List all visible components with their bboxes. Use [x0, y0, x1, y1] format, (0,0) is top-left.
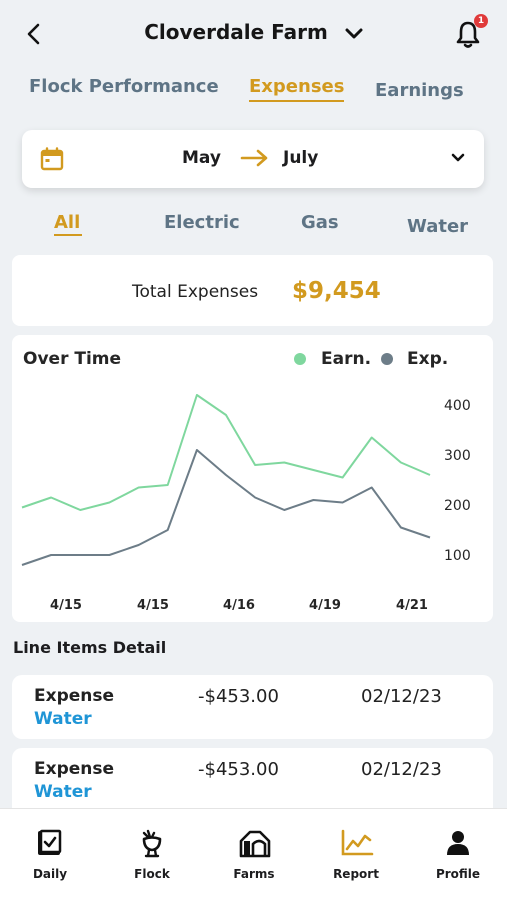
nav-flock[interactable]: Flock [112, 809, 192, 901]
chevron-down-icon [345, 28, 363, 38]
item-amount: -$453.00 [198, 759, 279, 780]
series-line-earnings [21, 394, 431, 511]
nav-label: Profile [435, 867, 481, 881]
item-date: 02/12/23 [361, 759, 442, 780]
bell-icon[interactable] [452, 18, 484, 50]
line-chart: 100 200 300 400 4/15 4/15 4/16 4/19 4/21 [21, 394, 471, 613]
arrow-right-icon [240, 149, 268, 167]
x-tick-label: 4/19 [309, 598, 341, 613]
item-category[interactable]: Water [34, 782, 92, 802]
date-from: May [182, 148, 221, 168]
nav-label: Report [333, 867, 379, 881]
chicken-icon [142, 829, 162, 858]
item-amount: -$453.00 [198, 686, 279, 707]
x-tick-label: 4/15 [137, 598, 169, 613]
legend-expenses-label: Exp. [407, 349, 449, 369]
daily-icon [38, 829, 62, 855]
list-item[interactable]: Expense Water -$453.00 02/12/23 [12, 675, 493, 739]
tab-flock-performance[interactable]: Flock Performance [29, 76, 219, 97]
filter-all[interactable]: All [54, 212, 81, 233]
chart-card: 100 200 300 400 4/15 4/15 4/16 4/19 4/21 Over Ti… [12, 335, 493, 622]
barn-icon [239, 830, 271, 858]
nav-daily[interactable]: Daily [10, 809, 90, 901]
farm-name: Cloverdale Farm [144, 20, 328, 44]
item-category[interactable]: Water [34, 709, 92, 729]
active-filter-underline [54, 234, 82, 236]
item-type: Expense [34, 759, 115, 779]
legend-expenses-dot [381, 353, 393, 365]
item-date: 02/12/23 [361, 686, 442, 707]
tab-earnings[interactable]: Earnings [375, 80, 464, 101]
farm-selector[interactable]: Cloverdale Farm [0, 20, 507, 44]
y-tick-label: 400 [444, 398, 471, 414]
chevron-down-icon [451, 153, 465, 162]
filter-water[interactable]: Water [407, 216, 469, 237]
legend-earnings-dot [294, 353, 306, 365]
person-icon [447, 831, 469, 855]
y-tick-label: 300 [444, 448, 471, 464]
calendar-icon [40, 147, 64, 171]
nav-label: Daily [32, 867, 68, 881]
nav-label: Flock [134, 867, 170, 881]
date-range-selector[interactable]: May July [22, 130, 484, 188]
filter-gas[interactable]: Gas [301, 212, 339, 233]
nav-profile[interactable]: Profile [418, 809, 498, 901]
chart-icon [341, 829, 374, 856]
series-line-expenses [21, 449, 431, 566]
item-type: Expense [34, 686, 115, 706]
nav-farms[interactable]: Farms [214, 809, 294, 901]
x-tick-label: 4/16 [223, 598, 255, 613]
filter-electric[interactable]: Electric [164, 212, 240, 233]
tab-expenses[interactable]: Expenses [249, 76, 345, 97]
x-tick-label: 4/15 [50, 598, 82, 613]
notification-badge: 1 [474, 14, 488, 28]
total-expenses-card: Total Expenses $9,454 [12, 255, 493, 326]
y-tick-label: 100 [444, 548, 471, 564]
chart-title: Over Time [23, 349, 122, 369]
total-value: $9,454 [292, 278, 381, 304]
legend-earnings-label: Earn. [321, 349, 372, 369]
line-items-title: Line Items Detail [13, 638, 167, 657]
y-tick-label: 200 [444, 498, 471, 514]
back-arrow-icon[interactable] [22, 22, 46, 46]
nav-label: Farms [233, 867, 275, 881]
nav-report[interactable]: Report [316, 809, 396, 901]
total-label: Total Expenses [132, 282, 259, 302]
active-tab-underline [249, 100, 344, 102]
date-to: July [283, 148, 319, 168]
bottom-nav: Daily Flock Farms Report Profile [0, 808, 507, 901]
list-item[interactable]: Expense Water -$453.00 02/12/23 [12, 748, 493, 818]
x-tick-label: 4/21 [396, 598, 428, 613]
